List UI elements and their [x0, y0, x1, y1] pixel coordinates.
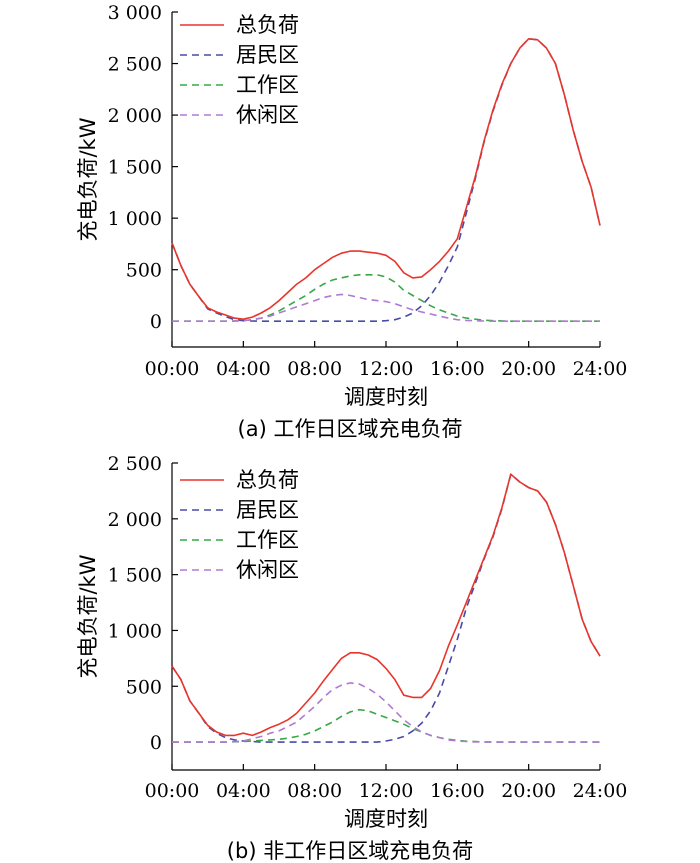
x-tick-label: 12:00 [359, 780, 414, 802]
x-tick-label: 20:00 [501, 358, 556, 380]
x-axis-label: 调度时刻 [344, 385, 428, 409]
legend-label-work: 工作区 [236, 528, 299, 552]
panel-caption: (b) 非工作日区域充电负荷 [227, 839, 473, 863]
y-tick-label: 3 000 [108, 2, 162, 24]
y-tick-label: 2 500 [108, 453, 162, 475]
x-tick-label: 24:00 [573, 358, 628, 380]
x-tick-label: 16:00 [430, 780, 485, 802]
y-tick-label: 1 000 [108, 208, 162, 230]
y-tick-label: 2 000 [108, 105, 162, 127]
x-tick-label: 20:00 [501, 780, 556, 802]
x-axis-label: 调度时刻 [344, 807, 428, 831]
y-tick-label: 0 [150, 311, 162, 333]
y-tick-label: 0 [150, 732, 162, 754]
legend-label-total: 总负荷 [236, 13, 299, 37]
y-tick-label: 1 000 [108, 620, 162, 642]
legend-label-leisure: 休闲区 [236, 103, 299, 127]
series-line-residential [171, 37, 601, 323]
x-tick-label: 08:00 [287, 358, 342, 380]
x-tick-label: 04:00 [216, 780, 271, 802]
series-line-leisure [172, 682, 600, 743]
y-axis-label: 充电负荷/kW [76, 554, 100, 678]
legend-label-work: 工作区 [236, 73, 299, 97]
y-tick-label: 2 000 [108, 509, 162, 531]
y-tick-label: 2 500 [108, 54, 162, 76]
x-tick-label: 08:00 [287, 780, 342, 802]
legend-label-residential: 居民区 [236, 43, 299, 67]
series-line-work [172, 273, 600, 323]
legend-label-residential: 居民区 [236, 498, 299, 522]
series-line-total [171, 473, 601, 737]
panel-a-weekday: 0 500 1 000 1 500 2 000 2 500 3 000 00:00 04:00 0… [76, 2, 627, 441]
legend-label-leisure: 休闲区 [236, 558, 299, 582]
series-line-total [171, 37, 601, 321]
series-line-work [172, 708, 600, 743]
panel-b-nonworkday: 0 500 1 000 1 500 2 000 2 500 00:00 04:00 08:00 1… [76, 453, 627, 863]
x-tick-label: 00:00 [145, 780, 200, 802]
panel-caption: (a) 工作日区域充电负荷 [238, 417, 463, 441]
x-tick-label: 04:00 [216, 358, 271, 380]
y-tick-label: 1 500 [108, 565, 162, 587]
x-tick-label: 24:00 [573, 780, 628, 802]
series-line-leisure [172, 293, 600, 323]
legend-label-total: 总负荷 [236, 468, 299, 492]
y-tick-label: 500 [126, 260, 162, 282]
x-tick-label: 12:00 [359, 358, 414, 380]
y-tick-label: 500 [126, 676, 162, 698]
y-tick-label: 1 500 [108, 157, 162, 179]
x-tick-label: 16:00 [430, 358, 485, 380]
x-tick-label: 00:00 [145, 358, 200, 380]
y-axis-label: 充电负荷/kW [76, 117, 100, 241]
